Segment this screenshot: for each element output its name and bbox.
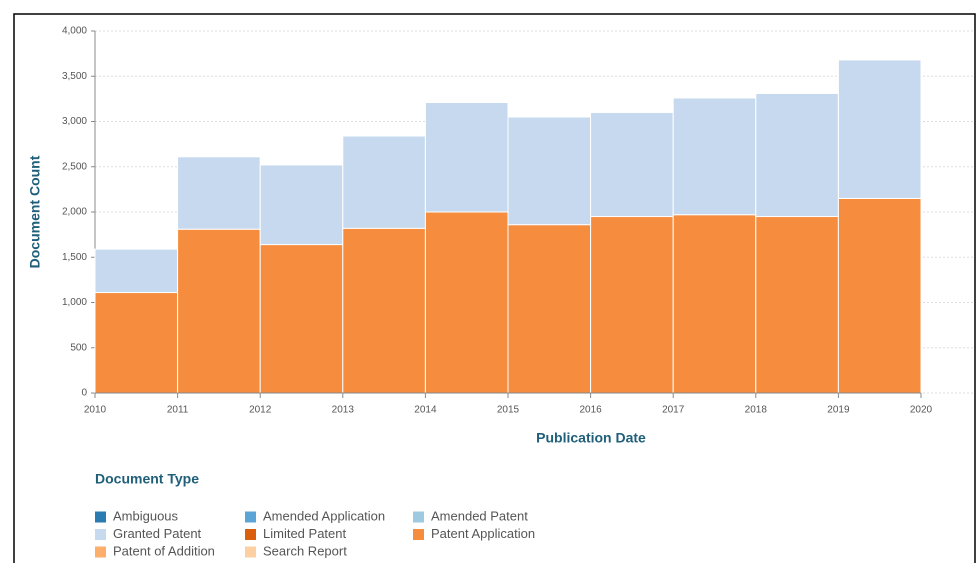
x-tick-label: 2014 xyxy=(414,405,437,416)
bar xyxy=(177,156,261,230)
y-tick-label: 0 xyxy=(81,388,87,399)
x-tick-label: 2011 xyxy=(167,405,189,416)
legend-title: Document Type xyxy=(95,471,199,487)
x-tick-label: 2019 xyxy=(827,405,850,416)
bar xyxy=(837,197,922,394)
bar xyxy=(177,228,261,394)
legend-swatch xyxy=(245,511,256,523)
legend-label: Patent Application xyxy=(431,526,535,541)
bar xyxy=(755,92,839,218)
legend-label: Search Report xyxy=(263,543,347,558)
x-tick-label: 2017 xyxy=(662,405,685,416)
y-tick-label: 1,000 xyxy=(62,297,87,308)
bar xyxy=(507,224,592,394)
legend-label: Granted Patent xyxy=(113,526,202,541)
legend-label: Limited Patent xyxy=(263,526,346,541)
bar xyxy=(837,59,922,199)
y-tick-label: 2,500 xyxy=(62,161,87,172)
y-tick-label: 3,500 xyxy=(62,71,87,82)
bar xyxy=(342,227,426,394)
legend-swatch xyxy=(95,546,106,558)
bar xyxy=(755,216,839,394)
bar xyxy=(424,211,509,394)
legend-swatch xyxy=(95,511,106,523)
legend-swatch xyxy=(245,546,256,558)
y-tick-label: 1,500 xyxy=(62,252,87,263)
x-tick-label: 2018 xyxy=(745,405,768,416)
bar xyxy=(94,292,179,394)
x-tick-label: 2016 xyxy=(579,405,602,416)
bar xyxy=(259,244,344,394)
bar xyxy=(342,135,426,229)
bar xyxy=(672,97,757,216)
x-tick-label: 2010 xyxy=(84,405,107,416)
x-tick-label: 2015 xyxy=(497,405,520,416)
y-tick-label: 4,000 xyxy=(62,26,87,37)
x-axis-title: Publication Date xyxy=(536,430,646,446)
bar xyxy=(507,116,592,226)
y-tick-label: 2,000 xyxy=(62,207,87,218)
bar xyxy=(590,216,674,394)
legend-swatch xyxy=(95,529,106,540)
x-tick-label: 2012 xyxy=(249,405,272,416)
x-tick-label: 2013 xyxy=(332,405,355,416)
legend-swatch xyxy=(413,529,424,540)
y-tick-label: 500 xyxy=(70,342,87,353)
legend-swatch xyxy=(413,511,424,523)
bar xyxy=(424,101,509,213)
y-tick-label: 3,000 xyxy=(62,116,87,127)
y-axis-title: Document Count xyxy=(27,155,43,268)
frame xyxy=(13,13,976,563)
bar xyxy=(672,214,757,394)
x-tick-label: 2020 xyxy=(910,405,933,416)
legend-label: Patent of Addition xyxy=(113,543,215,558)
legend-label: Ambiguous xyxy=(113,508,179,523)
legend-label: Amended Patent xyxy=(431,508,528,523)
legend-swatch xyxy=(245,529,256,540)
bar xyxy=(259,164,344,246)
bar xyxy=(590,111,674,218)
bar xyxy=(94,248,179,294)
legend-label: Amended Application xyxy=(263,508,385,523)
